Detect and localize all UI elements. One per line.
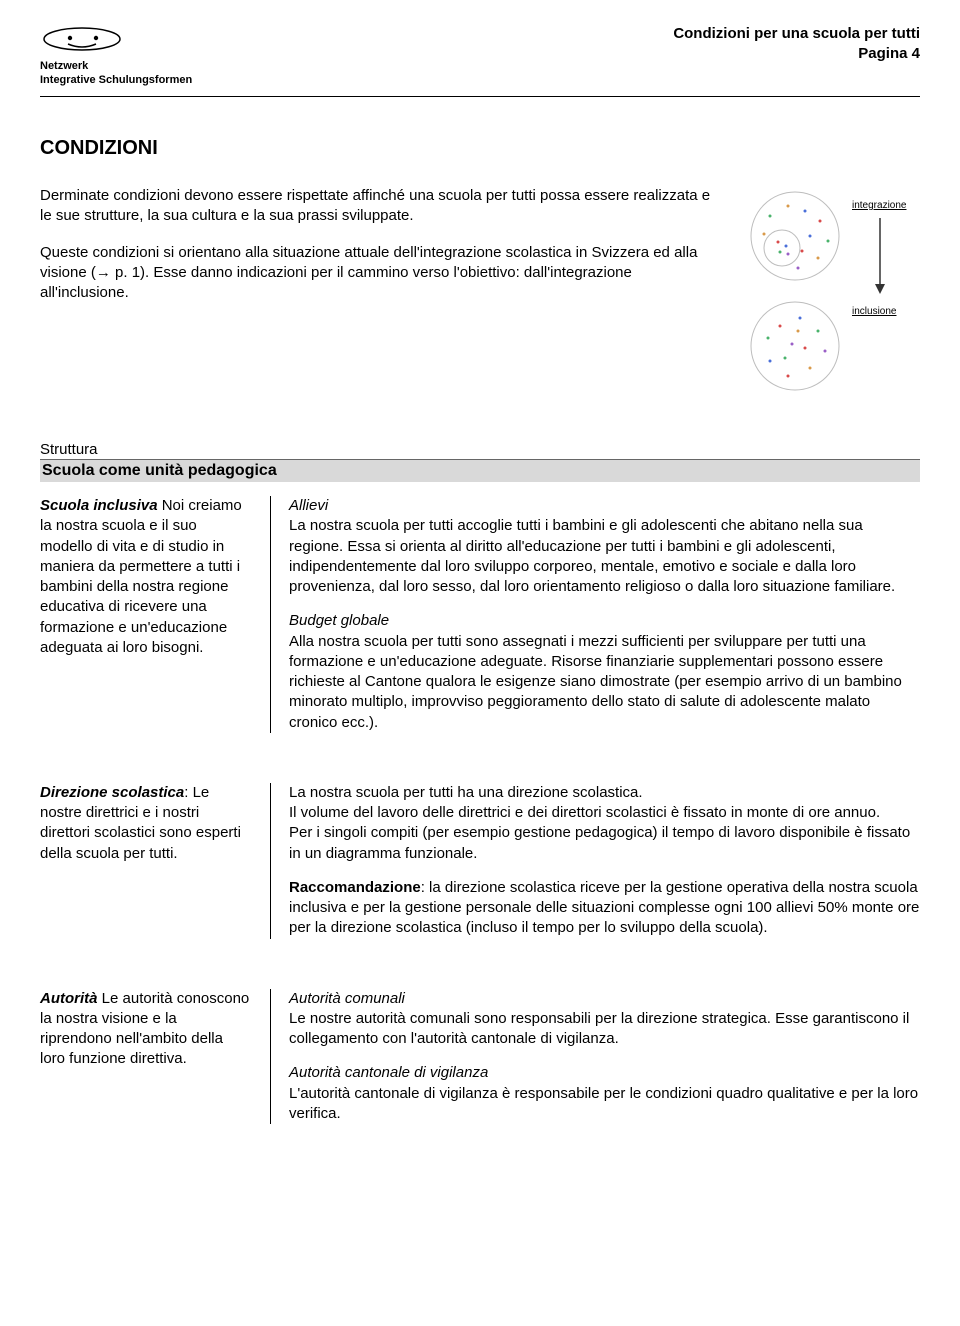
block-autorita: Autorità Le autorità conoscono la nostra… [40, 989, 920, 1125]
block-scuola-inclusiva: Scuola inclusiva Noi creiamo la nostra s… [40, 496, 920, 733]
block1-right-lead1: Allievi [289, 497, 328, 514]
block1-left-body-text: Noi creiamo la nostra scuola e il suo mo… [40, 497, 242, 656]
block3-right-lead1: Autorità comunali [289, 990, 405, 1007]
section-overline: Struttura [40, 441, 920, 460]
block1-right-body2: Alla nostra scuola per tutti sono assegn… [289, 633, 902, 731]
doc-title: Condizioni per una scuola per tutti [673, 24, 920, 44]
block2-colon: : [184, 784, 188, 801]
block1-right: Allievi La nostra scuola per tutti accogl… [270, 496, 920, 733]
block1-left-lead: Scuola inclusiva [40, 497, 158, 514]
block1-left: Scuola inclusiva Noi creiamo la nostra s… [40, 496, 270, 733]
block3-right-body2: L'autorità cantonale di vigilanza è resp… [289, 1085, 918, 1122]
block3-left-lead: Autorità [40, 990, 98, 1007]
block2-right: La nostra scuola per tutti ha una direzi… [270, 783, 920, 939]
logo-icon [40, 24, 125, 54]
block1-right-p1: Allievi La nostra scuola per tutti accogl… [289, 496, 920, 597]
block3-right: Autorità comunali Le nostre autorità comu… [270, 989, 920, 1125]
intro-section: Derminate condizioni devono essere rispe… [40, 186, 920, 411]
block3-right-body1: Le nostre autorità comunali sono respons… [289, 1010, 909, 1047]
block1-right-p2: Budget globale Alla nostra scuola per tut… [289, 611, 920, 733]
page-header: Netzwerk Integrative Schulungsformen Con… [40, 24, 920, 97]
logo-text-1: Netzwerk [40, 60, 192, 72]
header-right: Condizioni per una scuola per tutti Pagi… [673, 24, 920, 63]
block1-right-body1: La nostra scuola per tutti accoglie tutt… [289, 517, 895, 595]
block3-right-lead2: Autorità cantonale di vigilanza [289, 1064, 488, 1081]
block2-left: Direzione scolastica: Le nostre direttri… [40, 783, 270, 939]
intro-p1: Derminate condizioni devono essere rispe… [40, 186, 720, 227]
block2-right-strong: Raccomandazione [289, 879, 421, 896]
integration-inclusion-diagram: integrazione inclusione [740, 186, 920, 406]
main-title: CONDIZIONI [40, 137, 920, 160]
intro-p2: Queste condizioni si orientano alla situ… [40, 243, 720, 304]
section-header: Struttura Scuola come unità pedagogica [40, 441, 920, 482]
block2-left-lead: Direzione scolastica [40, 784, 184, 801]
diagram-column: integrazione inclusione [740, 186, 920, 411]
diagram-label-top: integrazione [852, 200, 907, 211]
page-number: Pagina 4 [673, 44, 920, 64]
block1-right-lead2: Budget globale [289, 612, 389, 629]
section-title: Scuola come unità pedagogica [40, 460, 920, 482]
intro-text: Derminate condizioni devono essere rispe… [40, 186, 720, 411]
block3-left: Autorità Le autorità conoscono la nostra… [40, 989, 270, 1125]
block2-right-p2: Raccomandazione: la direzione scolastica… [289, 878, 920, 939]
block2-right-p1: La nostra scuola per tutti ha una direzi… [289, 783, 920, 864]
block3-right-p2: Autorità cantonale di vigilanza L'autorit… [289, 1063, 920, 1124]
diagram-label-bottom: inclusione [852, 306, 897, 317]
logo-block: Netzwerk Integrative Schulungsformen [40, 24, 192, 86]
block3-right-p1: Autorità comunali Le nostre autorità comu… [289, 989, 920, 1050]
block-direzione: Direzione scolastica: Le nostre direttri… [40, 783, 920, 939]
logo-text-2: Integrative Schulungsformen [40, 74, 192, 86]
